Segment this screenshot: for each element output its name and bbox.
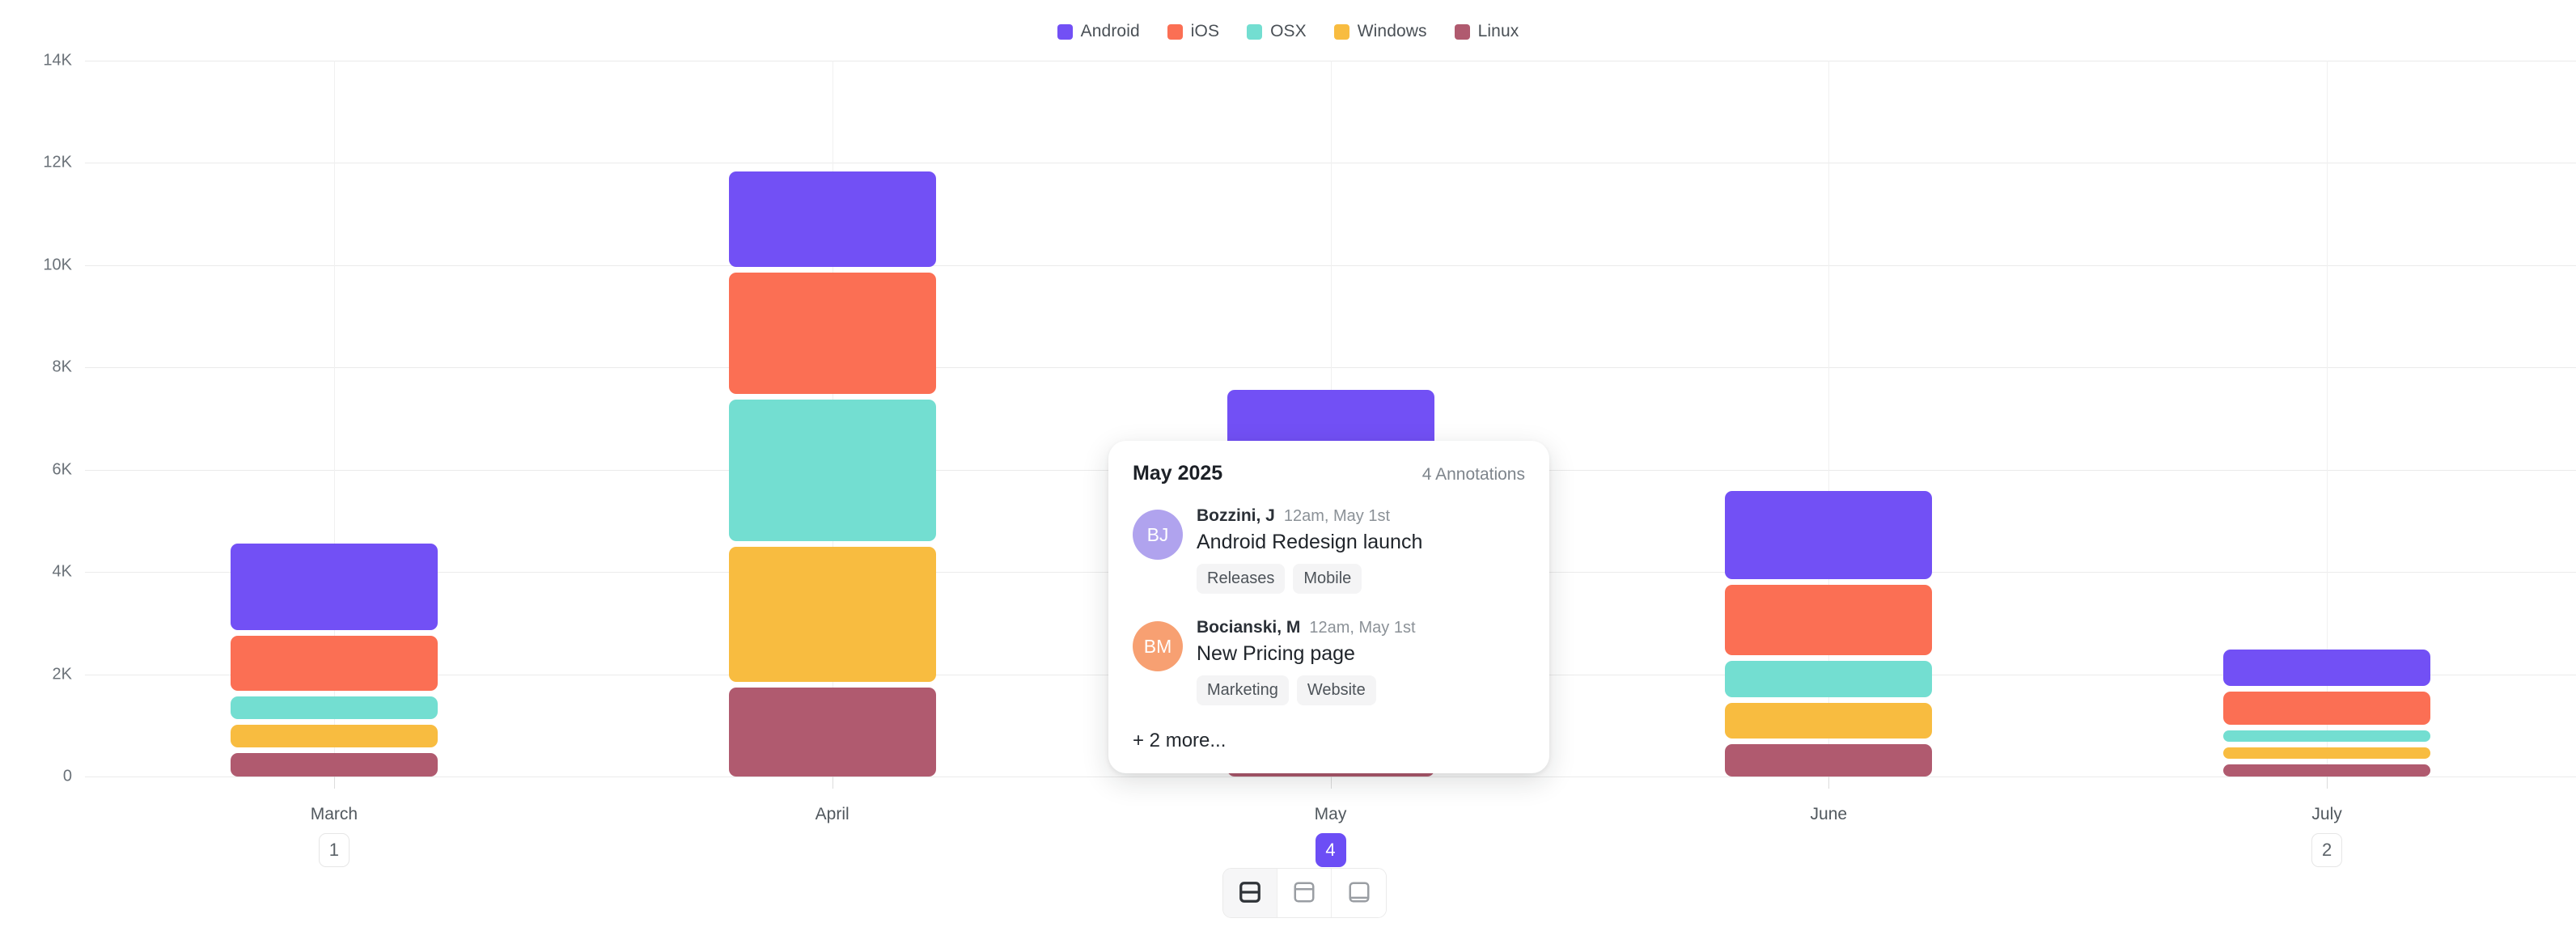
y-axis-tick-label: 4K	[52, 562, 72, 581]
bar-group-march[interactable]	[230, 61, 438, 777]
legend-item-android[interactable]: Android	[1057, 22, 1140, 41]
y-axis-tick-label: 14K	[43, 51, 72, 70]
annotation-meta: Bozzini, J 12am, May 1st	[1197, 506, 1525, 526]
annotation-tag[interactable]: Mobile	[1293, 564, 1362, 594]
bar-group-june[interactable]	[1725, 61, 1933, 777]
legend-swatch-android-icon	[1057, 23, 1073, 40]
bar-segment-july-android[interactable]	[2223, 649, 2431, 687]
annotation-body: Bozzini, J 12am, May 1st Android Redesign …	[1197, 506, 1525, 594]
annotation-author: Bocianski, M	[1197, 618, 1301, 637]
popover-header: May 2025 4 Annotations	[1133, 462, 1525, 485]
legend-swatch-osx-icon	[1247, 23, 1263, 40]
bar-segment-april-android[interactable]	[728, 171, 936, 268]
y-axis-tick-label: 8K	[52, 358, 72, 376]
legend-label: OSX	[1270, 22, 1307, 40]
popover-title: May 2025	[1133, 462, 1223, 485]
annotation-count-badge-july[interactable]: 2	[2311, 833, 2343, 867]
annotation-popover[interactable]: May 2025 4 Annotations BJ Bozzini, J 12am,…	[1108, 441, 1549, 773]
x-axis-label-may: May	[1314, 805, 1347, 823]
bar-segment-july-linux[interactable]	[2223, 764, 2431, 777]
bar-segment-june-android[interactable]	[1725, 490, 1933, 579]
bar-segment-april-ios[interactable]	[728, 273, 936, 394]
bar-segment-april-windows[interactable]	[728, 547, 936, 683]
legend-swatch-windows-icon	[1333, 23, 1349, 40]
bar-segment-july-osx[interactable]	[2223, 730, 2431, 743]
x-axis-label-march: March	[310, 805, 358, 823]
legend-swatch-ios-icon	[1167, 23, 1183, 40]
legend-label: Windows	[1357, 22, 1427, 40]
x-axis-tick	[2327, 777, 2328, 789]
annotation-text: Android Redesign launch	[1197, 531, 1423, 553]
x-axis-label-april: April	[815, 805, 849, 823]
layout-split-even-button[interactable]	[1223, 869, 1277, 917]
y-axis-tick-label: 10K	[43, 256, 72, 274]
annotation-count-badge-may[interactable]: 4	[1315, 833, 1346, 867]
annotation-author: Bozzini, J	[1197, 506, 1275, 525]
bar-segment-july-windows[interactable]	[2223, 747, 2431, 759]
bar-segment-june-ios[interactable]	[1725, 585, 1933, 656]
y-axis-tick-label: 12K	[43, 153, 72, 171]
legend-item-linux[interactable]: Linux	[1454, 22, 1519, 41]
annotation-item[interactable]: BM Bocianski, M 12am, May 1st New Pricing p…	[1133, 618, 1525, 705]
layout-split-even-icon	[1238, 880, 1262, 907]
y-axis-tick-label: 2K	[52, 665, 72, 683]
show-more-annotations-link[interactable]: + 2 more...	[1133, 730, 1227, 751]
bar-segment-march-linux[interactable]	[230, 752, 438, 777]
popover-annotation-count: 4 Annotations	[1421, 465, 1525, 484]
bar-segment-april-osx[interactable]	[728, 399, 936, 542]
x-gridline	[1828, 61, 1830, 777]
annotation-count-badge-march[interactable]: 1	[318, 833, 350, 867]
x-axis-label-july: July	[2311, 805, 2342, 823]
x-axis-tick	[1330, 777, 1332, 789]
x-axis-tick	[333, 777, 335, 789]
avatar: BM	[1133, 621, 1183, 671]
annotation-tag[interactable]: Marketing	[1197, 675, 1289, 705]
annotation-timestamp: 12am, May 1st	[1309, 619, 1416, 637]
annotation-meta: Bocianski, M 12am, May 1st	[1197, 618, 1525, 637]
annotation-timestamp: 12am, May 1st	[1283, 507, 1391, 525]
chart-legend: Android iOS OSX Windows Linux	[0, 19, 2576, 44]
annotation-tags: Releases Mobile	[1197, 564, 1525, 594]
annotation-body: Bocianski, M 12am, May 1st New Pricing pag…	[1197, 618, 1525, 705]
legend-label: Linux	[1477, 22, 1519, 40]
y-axis-tick-label: 0	[62, 767, 72, 785]
bar-segment-march-android[interactable]	[230, 543, 438, 630]
layout-toolbar[interactable]	[1222, 868, 1387, 918]
layout-top-heavy-button[interactable]	[1277, 869, 1332, 917]
legend-label: iOS	[1190, 22, 1220, 40]
legend-swatch-linux-icon	[1454, 23, 1470, 40]
layout-top-heavy-icon	[1292, 880, 1316, 907]
annotation-item[interactable]: BJ Bozzini, J 12am, May 1st Android Redesig…	[1133, 506, 1525, 594]
plot-area: 0 2K 4K 6K 8K 10K 12K 14K	[43, 52, 2576, 789]
bar-segment-march-windows[interactable]	[230, 725, 438, 747]
x-axis-tick	[1828, 777, 1830, 789]
annotation-tag[interactable]: Website	[1296, 675, 1376, 705]
annotation-text: New Pricing page	[1197, 642, 1355, 665]
bar-segment-june-osx[interactable]	[1725, 661, 1933, 698]
bar-segment-april-linux[interactable]	[728, 688, 936, 777]
bar-segment-june-linux[interactable]	[1725, 744, 1933, 777]
bar-segment-march-osx[interactable]	[230, 696, 438, 720]
avatar: BJ	[1133, 510, 1183, 560]
annotation-list: BJ Bozzini, J 12am, May 1st Android Redesig…	[1133, 506, 1525, 705]
bar-segment-june-windows[interactable]	[1725, 703, 1933, 739]
y-axis-tick-label: 6K	[52, 460, 72, 479]
bar-segment-march-ios[interactable]	[230, 635, 438, 691]
bar-group-april[interactable]	[728, 61, 936, 777]
legend-item-ios[interactable]: iOS	[1167, 22, 1219, 41]
layout-bottom-strip-button[interactable]	[1332, 869, 1386, 917]
bar-segment-july-ios[interactable]	[2223, 692, 2431, 726]
legend-item-osx[interactable]: OSX	[1247, 22, 1307, 41]
x-gridline	[333, 61, 335, 777]
x-axis-label-june: June	[1810, 805, 1848, 823]
x-gridline	[2327, 61, 2328, 777]
legend-item-windows[interactable]: Windows	[1333, 22, 1427, 41]
bar-group-july[interactable]	[2223, 61, 2431, 777]
legend-label: Android	[1080, 22, 1140, 40]
annotation-tags: Marketing Website	[1197, 675, 1525, 705]
annotation-tag[interactable]: Releases	[1197, 564, 1286, 594]
layout-bottom-strip-icon	[1347, 880, 1371, 907]
